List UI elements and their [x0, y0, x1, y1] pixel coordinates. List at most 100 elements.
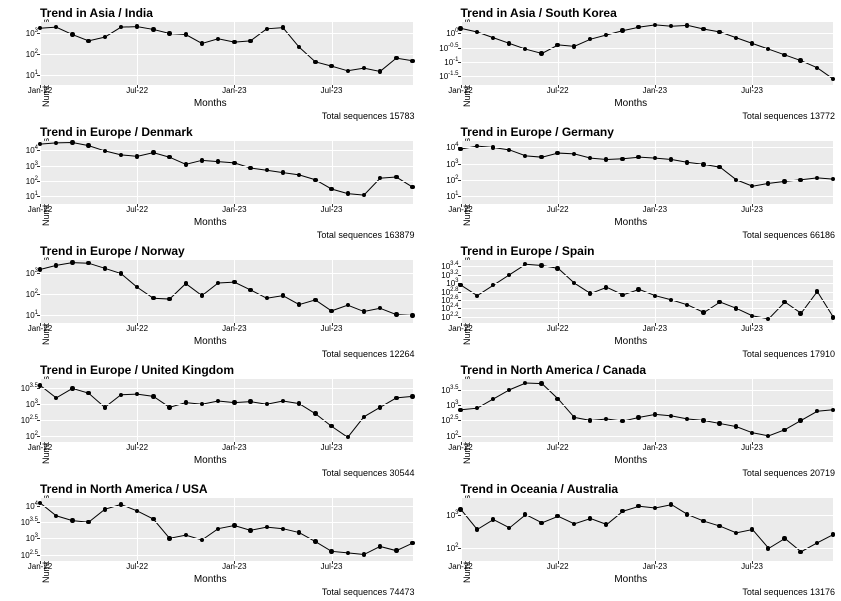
- data-point: [701, 27, 705, 31]
- data-point: [458, 408, 462, 412]
- data-point: [200, 158, 204, 162]
- panel-title: Trend in Europe / Germany: [461, 125, 614, 139]
- data-point: [588, 291, 592, 295]
- data-point: [653, 412, 657, 416]
- data-point: [572, 522, 576, 526]
- data-point: [378, 405, 382, 409]
- x-axis-label: Months: [614, 336, 647, 347]
- y-tick-label: 102.5: [21, 415, 38, 425]
- data-point: [167, 31, 171, 35]
- x-tick-label: Jul-22: [547, 205, 569, 214]
- data-point: [458, 147, 462, 151]
- data-point: [297, 401, 301, 405]
- data-point: [410, 185, 414, 189]
- data-point: [734, 531, 738, 535]
- total-sequences-label: Total sequences 20719: [742, 468, 835, 478]
- data-point: [815, 541, 819, 545]
- total-sequences-label: Total sequences 163879: [317, 230, 415, 240]
- x-tick-label: Jul-23: [321, 443, 343, 452]
- chart-panel: Trend in Europe / GermanyNumber of seque…: [425, 123, 838, 240]
- total-sequences-label: Total sequences 13176: [742, 587, 835, 597]
- data-point: [458, 507, 462, 511]
- series-svg: [40, 498, 413, 561]
- data-point: [717, 421, 721, 425]
- data-point: [539, 51, 543, 55]
- x-tick-label: Jul-23: [741, 324, 763, 333]
- data-point: [410, 59, 414, 63]
- data-point: [103, 266, 107, 270]
- y-tick-label: 103: [26, 534, 38, 544]
- data-point: [86, 39, 90, 43]
- data-point: [70, 518, 74, 522]
- data-point: [539, 381, 543, 385]
- plot-area: 101102103Jan-22Jul-22Jan-23Jul-23: [40, 260, 413, 323]
- y-tick-label: 104: [26, 501, 38, 511]
- total-sequences-label: Total sequences 15783: [322, 111, 415, 121]
- plot-area: 101102103Jan-22Jul-22Jan-23Jul-23: [40, 22, 413, 85]
- data-point: [782, 179, 786, 183]
- data-point: [184, 281, 188, 285]
- x-tick-label: Jan-23: [222, 562, 246, 571]
- x-tick-label: Jul-22: [126, 324, 148, 333]
- data-point: [394, 312, 398, 316]
- total-sequences-label: Total sequences 12264: [322, 349, 415, 359]
- data-point: [620, 157, 624, 161]
- data-point: [103, 149, 107, 153]
- x-tick-label: Jan-23: [222, 205, 246, 214]
- data-point: [798, 311, 802, 315]
- x-tick-label: Jul-23: [321, 562, 343, 571]
- x-tick-label: Jul-22: [547, 443, 569, 452]
- data-point: [653, 23, 657, 27]
- data-point: [394, 175, 398, 179]
- y-tick-label: 101: [26, 310, 38, 320]
- data-point: [313, 298, 317, 302]
- y-tick-label: 102.5: [441, 416, 458, 426]
- data-point: [281, 293, 285, 297]
- data-point: [103, 507, 107, 511]
- panel-title: Trend in Europe / United Kingdom: [40, 363, 234, 377]
- data-point: [750, 527, 754, 531]
- data-point: [362, 552, 366, 556]
- data-point: [329, 64, 333, 68]
- data-point: [539, 521, 543, 525]
- data-point: [636, 415, 640, 419]
- data-point: [70, 386, 74, 390]
- data-point: [798, 58, 802, 62]
- panel-title: Trend in North America / USA: [40, 482, 208, 496]
- data-point: [604, 285, 608, 289]
- y-tick-label: 10-1.5: [439, 72, 458, 82]
- x-axis-label: Months: [194, 217, 227, 228]
- data-point: [378, 69, 382, 73]
- data-point: [184, 32, 188, 36]
- panel-title: Trend in Europe / Denmark: [40, 125, 193, 139]
- data-point: [329, 187, 333, 191]
- data-point: [410, 541, 414, 545]
- chart-panel: Trend in Asia / South KoreaNumber of seq…: [425, 4, 838, 121]
- chart-panel: Trend in Europe / United KingdomNumber o…: [4, 361, 417, 478]
- y-tick-label: 102: [26, 176, 38, 186]
- y-tick-label: 10-0.5: [439, 43, 458, 53]
- panel-title: Trend in Oceania / Australia: [461, 482, 619, 496]
- data-point: [70, 140, 74, 144]
- data-point: [346, 551, 350, 555]
- data-point: [394, 548, 398, 552]
- data-point: [313, 60, 317, 64]
- data-point: [831, 77, 835, 81]
- data-point: [151, 394, 155, 398]
- data-point: [798, 550, 802, 554]
- data-point: [378, 544, 382, 548]
- x-tick-label: Jan-22: [448, 86, 472, 95]
- data-point: [701, 519, 705, 523]
- data-point: [831, 315, 835, 319]
- data-point: [248, 166, 252, 170]
- data-point: [410, 313, 414, 317]
- data-point: [167, 405, 171, 409]
- y-tick-label: 102: [26, 49, 38, 59]
- data-point: [265, 27, 269, 31]
- data-point: [669, 157, 673, 161]
- data-point: [734, 306, 738, 310]
- data-point: [766, 546, 770, 550]
- data-point: [734, 178, 738, 182]
- data-point: [636, 287, 640, 291]
- data-point: [815, 289, 819, 293]
